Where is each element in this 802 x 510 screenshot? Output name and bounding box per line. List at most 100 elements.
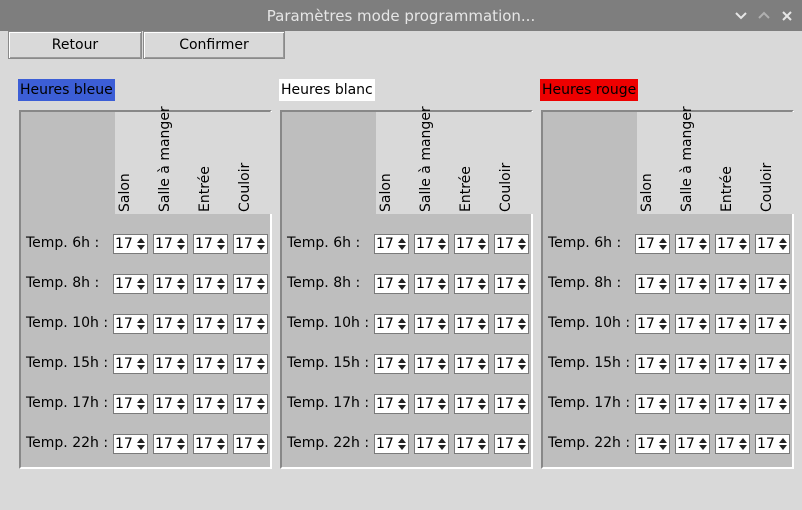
- temperature-spinbox-entree[interactable]: 17: [454, 354, 489, 374]
- spin-arrows-icon[interactable]: [437, 236, 447, 252]
- spin-arrows-icon[interactable]: [658, 396, 668, 412]
- temperature-spinbox-couloir[interactable]: 17: [755, 354, 790, 374]
- temperature-value[interactable]: 17: [235, 436, 253, 452]
- temperature-spinbox-entree[interactable]: 17: [193, 314, 228, 334]
- temperature-spinbox-entree[interactable]: 17: [715, 354, 750, 374]
- temperature-value[interactable]: 17: [376, 396, 394, 412]
- temperature-spinbox-entree[interactable]: 17: [193, 354, 228, 374]
- spin-arrows-icon[interactable]: [698, 436, 708, 452]
- spin-arrows-icon[interactable]: [397, 436, 407, 452]
- temperature-value[interactable]: 17: [496, 316, 514, 332]
- temperature-spinbox-salle-a-manger[interactable]: 17: [414, 354, 449, 374]
- temperature-spinbox-salon[interactable]: 17: [635, 434, 670, 454]
- temperature-spinbox-salle-a-manger[interactable]: 17: [153, 314, 188, 334]
- temperature-value[interactable]: 17: [637, 316, 655, 332]
- temperature-spinbox-salle-a-manger[interactable]: 17: [675, 274, 710, 294]
- temperature-spinbox-couloir[interactable]: 17: [755, 314, 790, 334]
- temperature-spinbox-entree[interactable]: 17: [454, 234, 489, 254]
- temperature-spinbox-salon[interactable]: 17: [635, 354, 670, 374]
- temperature-spinbox-couloir[interactable]: 17: [233, 434, 268, 454]
- temperature-value[interactable]: 17: [677, 436, 695, 452]
- spin-arrows-icon[interactable]: [477, 276, 487, 292]
- temperature-value[interactable]: 17: [235, 356, 253, 372]
- spin-arrows-icon[interactable]: [256, 316, 266, 332]
- temperature-value[interactable]: 17: [456, 396, 474, 412]
- spin-arrows-icon[interactable]: [256, 356, 266, 372]
- spin-arrows-icon[interactable]: [216, 356, 226, 372]
- temperature-spinbox-salle-a-manger[interactable]: 17: [153, 394, 188, 414]
- temperature-spinbox-couloir[interactable]: 17: [494, 314, 529, 334]
- temperature-spinbox-salon[interactable]: 17: [374, 314, 409, 334]
- temperature-value[interactable]: 17: [757, 396, 775, 412]
- temperature-value[interactable]: 17: [235, 236, 253, 252]
- spin-arrows-icon[interactable]: [698, 236, 708, 252]
- temperature-value[interactable]: 17: [717, 236, 735, 252]
- spin-arrows-icon[interactable]: [477, 396, 487, 412]
- spin-arrows-icon[interactable]: [698, 396, 708, 412]
- temperature-spinbox-salle-a-manger[interactable]: 17: [153, 434, 188, 454]
- temperature-spinbox-salon[interactable]: 17: [374, 274, 409, 294]
- spin-arrows-icon[interactable]: [397, 396, 407, 412]
- temperature-value[interactable]: 17: [677, 356, 695, 372]
- spin-arrows-icon[interactable]: [698, 356, 708, 372]
- close-icon[interactable]: [776, 0, 798, 31]
- spin-arrows-icon[interactable]: [658, 436, 668, 452]
- spin-arrows-icon[interactable]: [437, 436, 447, 452]
- temperature-value[interactable]: 17: [757, 236, 775, 252]
- spin-arrows-icon[interactable]: [176, 436, 186, 452]
- temperature-spinbox-couloir[interactable]: 17: [233, 274, 268, 294]
- spin-arrows-icon[interactable]: [256, 436, 266, 452]
- confirm-button[interactable]: Confirmer: [143, 31, 285, 59]
- temperature-value[interactable]: 17: [757, 436, 775, 452]
- temperature-value[interactable]: 17: [456, 356, 474, 372]
- spin-arrows-icon[interactable]: [176, 316, 186, 332]
- temperature-spinbox-salle-a-manger[interactable]: 17: [675, 354, 710, 374]
- temperature-value[interactable]: 17: [677, 316, 695, 332]
- temperature-value[interactable]: 17: [637, 276, 655, 292]
- temperature-spinbox-entree[interactable]: 17: [715, 434, 750, 454]
- temperature-value[interactable]: 17: [496, 236, 514, 252]
- temperature-spinbox-salon[interactable]: 17: [635, 234, 670, 254]
- spin-arrows-icon[interactable]: [778, 276, 788, 292]
- temperature-spinbox-couloir[interactable]: 17: [755, 394, 790, 414]
- spin-arrows-icon[interactable]: [658, 276, 668, 292]
- temperature-value[interactable]: 17: [195, 276, 213, 292]
- spin-arrows-icon[interactable]: [397, 356, 407, 372]
- temperature-spinbox-salle-a-manger[interactable]: 17: [675, 434, 710, 454]
- temperature-value[interactable]: 17: [456, 276, 474, 292]
- temperature-value[interactable]: 17: [115, 356, 133, 372]
- temperature-spinbox-couloir[interactable]: 17: [233, 394, 268, 414]
- spin-arrows-icon[interactable]: [738, 356, 748, 372]
- spin-arrows-icon[interactable]: [477, 356, 487, 372]
- temperature-spinbox-salon[interactable]: 17: [374, 234, 409, 254]
- spin-arrows-icon[interactable]: [397, 276, 407, 292]
- temperature-value[interactable]: 17: [416, 316, 434, 332]
- temperature-spinbox-salle-a-manger[interactable]: 17: [675, 234, 710, 254]
- spin-arrows-icon[interactable]: [517, 316, 527, 332]
- spin-arrows-icon[interactable]: [397, 316, 407, 332]
- temperature-spinbox-salon[interactable]: 17: [113, 354, 148, 374]
- temperature-value[interactable]: 17: [456, 236, 474, 252]
- temperature-value[interactable]: 17: [235, 396, 253, 412]
- spin-arrows-icon[interactable]: [136, 436, 146, 452]
- spin-arrows-icon[interactable]: [176, 236, 186, 252]
- spin-arrows-icon[interactable]: [437, 396, 447, 412]
- temperature-spinbox-salon[interactable]: 17: [635, 274, 670, 294]
- spin-arrows-icon[interactable]: [658, 316, 668, 332]
- temperature-value[interactable]: 17: [677, 236, 695, 252]
- temperature-spinbox-salon[interactable]: 17: [374, 394, 409, 414]
- temperature-spinbox-couloir[interactable]: 17: [755, 234, 790, 254]
- temperature-value[interactable]: 17: [717, 316, 735, 332]
- temperature-spinbox-salle-a-manger[interactable]: 17: [414, 314, 449, 334]
- temperature-value[interactable]: 17: [155, 436, 173, 452]
- temperature-value[interactable]: 17: [637, 436, 655, 452]
- spin-arrows-icon[interactable]: [216, 436, 226, 452]
- temperature-spinbox-couloir[interactable]: 17: [494, 234, 529, 254]
- temperature-spinbox-salle-a-manger[interactable]: 17: [414, 434, 449, 454]
- spin-arrows-icon[interactable]: [517, 356, 527, 372]
- temperature-value[interactable]: 17: [717, 396, 735, 412]
- temperature-spinbox-entree[interactable]: 17: [193, 434, 228, 454]
- temperature-value[interactable]: 17: [155, 236, 173, 252]
- spin-arrows-icon[interactable]: [216, 316, 226, 332]
- temperature-value[interactable]: 17: [235, 316, 253, 332]
